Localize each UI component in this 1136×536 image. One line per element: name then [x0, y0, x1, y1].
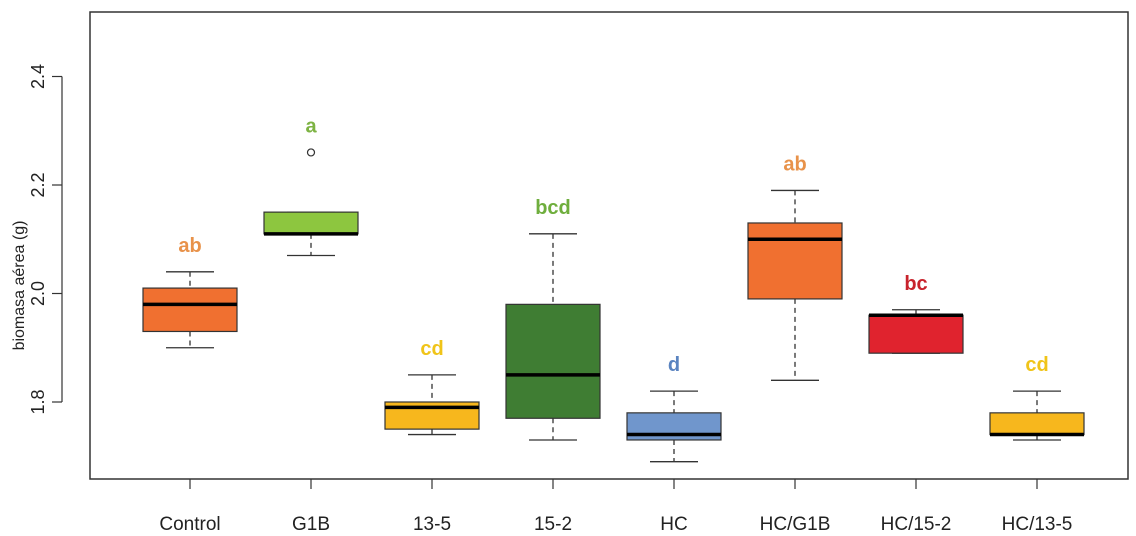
x-tick-label: G1B [292, 514, 330, 535]
box-G1B: a [263, 115, 359, 257]
x-tick-label: HC/15-2 [881, 514, 952, 535]
box-HC/13-5: cd [989, 354, 1085, 441]
y-tick-label: 2.0 [28, 281, 48, 306]
x-tick-label: 13-5 [413, 514, 451, 535]
y-axis: 1.8 2.0 2.2 2.4 [28, 64, 63, 415]
x-tick-label: HC/G1B [760, 514, 831, 535]
x-tick-label: HC [660, 514, 687, 535]
box-15-2: bcd [505, 197, 601, 441]
box-HC: d [626, 354, 722, 463]
box-iqr [868, 314, 964, 354]
box-iqr [142, 287, 238, 333]
x-axis: Control G1B 13-5 15-2 HC HC/G1B HC/15-2 HC/13-5 [159, 479, 1072, 535]
significance-letter: d [668, 354, 680, 376]
x-tick-label: 15-2 [534, 514, 572, 535]
box-iqr [989, 412, 1085, 436]
outlier-point [306, 148, 316, 157]
significance-letter: cd [420, 338, 443, 360]
y-tick-label: 1.8 [28, 389, 48, 414]
x-tick-label: Control [159, 514, 220, 535]
box-series: ab a cd bcd d ab bc cd [142, 115, 1085, 463]
box-iqr [505, 303, 601, 419]
significance-letter: bcd [535, 197, 571, 219]
significance-letter: bc [904, 273, 927, 295]
significance-letter: a [305, 115, 317, 137]
box-Control: ab [142, 235, 238, 349]
box-13-5: cd [384, 338, 480, 436]
y-tick-label: 2.4 [28, 64, 48, 89]
x-tick-label: HC/13-5 [1002, 514, 1073, 535]
significance-letter: ab [783, 153, 806, 175]
plot-frame [89, 11, 1129, 480]
significance-letter: cd [1025, 354, 1048, 376]
y-tick-label: 2.2 [28, 172, 48, 197]
box-iqr [263, 211, 359, 235]
box-iqr [747, 222, 843, 300]
box-HC/15-2: bc [868, 273, 964, 354]
y-axis-title: biomasa aérea (g) [11, 221, 28, 351]
significance-letter: ab [178, 235, 201, 257]
box-HC/G1B: ab [747, 153, 843, 381]
